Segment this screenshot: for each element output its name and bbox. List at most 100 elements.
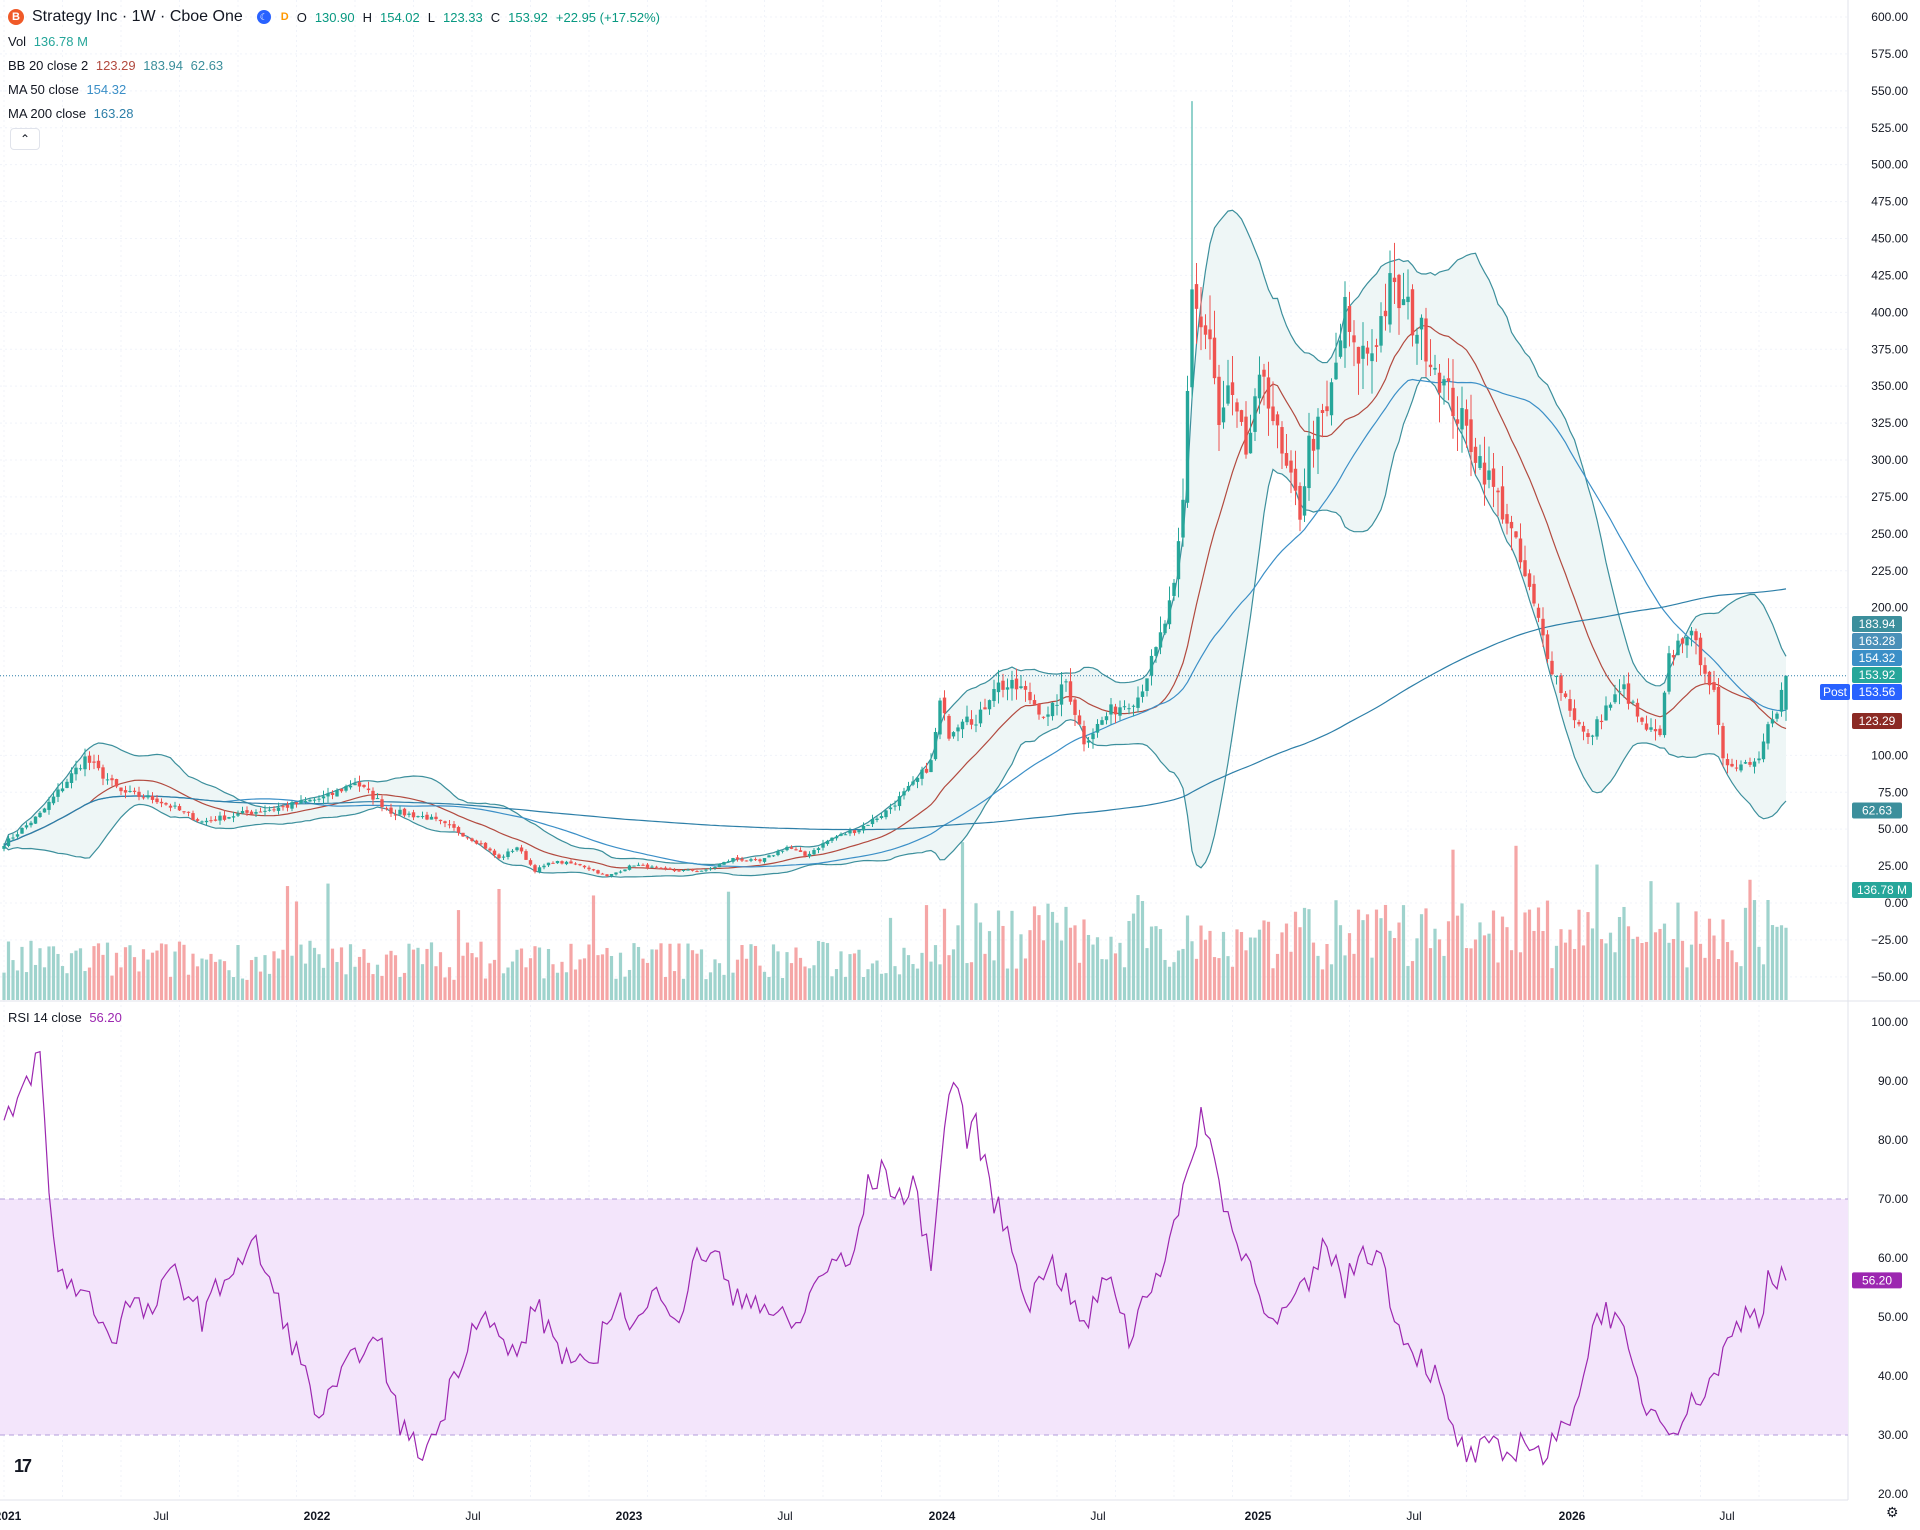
volume-bar xyxy=(1716,959,1721,1000)
volume-bar xyxy=(1104,959,1109,1000)
volume-bar xyxy=(1019,934,1023,1000)
volume-bar xyxy=(852,953,857,1000)
volume-bar xyxy=(870,963,875,1000)
volume-bar xyxy=(83,971,87,1000)
volume-bar xyxy=(708,972,713,1000)
bb-legend[interactable]: BB 20 close 2 123.29 183.94 62.63 xyxy=(8,58,227,73)
candle xyxy=(578,863,582,867)
volume-bar xyxy=(713,959,717,1000)
volume-bar xyxy=(1757,946,1761,1000)
volume-bar xyxy=(947,955,951,1000)
low-value: 123.33 xyxy=(442,9,483,25)
volume-bar xyxy=(690,950,695,1000)
candle xyxy=(366,781,371,794)
volume-bar xyxy=(191,953,195,1000)
rsi-axis[interactable]: 100.00 90.00 80.00 70.00 60.00 50.00 40.00 30.0… xyxy=(1871,1015,1908,1501)
volume-bar xyxy=(1460,903,1464,1000)
candle xyxy=(1748,757,1752,768)
volume-bar xyxy=(753,945,758,1000)
volume-bar xyxy=(461,955,465,1000)
volume-bar xyxy=(474,957,479,1000)
volume-bar xyxy=(843,976,848,1000)
candle xyxy=(555,860,560,864)
volume-bar xyxy=(740,945,744,1000)
volume-bar xyxy=(1455,915,1460,1000)
volume-bar xyxy=(974,903,978,1000)
volume-bar xyxy=(1091,944,1095,1000)
candle xyxy=(695,870,699,873)
ma50-legend[interactable]: MA 50 close 154.32 xyxy=(8,82,130,97)
volume-bar xyxy=(600,954,605,1000)
volume-bar xyxy=(1496,962,1500,1000)
volume-bar xyxy=(1086,934,1091,1000)
volume-bar xyxy=(1649,881,1653,1000)
candle xyxy=(632,865,636,867)
rsi-legend[interactable]: RSI 14 close 56.20 xyxy=(8,1010,126,1025)
volume-bar xyxy=(920,952,924,1000)
volume-bar xyxy=(996,910,1001,1000)
candle xyxy=(339,788,344,793)
price-axis[interactable]: 600.00 575.00 550.00 525.00 500.00 475.00 450.… xyxy=(1871,10,1908,984)
candle xyxy=(1176,527,1181,598)
tradingview-logo-icon[interactable]: 17 xyxy=(14,1456,32,1476)
price-tick-label: 525.00 xyxy=(1871,121,1908,135)
symbol-title[interactable]: Strategy Inc · 1W · Cboe One xyxy=(32,8,243,25)
volume-bar xyxy=(1235,929,1239,1000)
candle xyxy=(312,796,317,805)
candle xyxy=(915,776,920,789)
volume-legend[interactable]: Vol 136.78 M xyxy=(8,34,92,49)
gear-icon[interactable]: ⚙ xyxy=(1886,1504,1899,1520)
volume-bar xyxy=(609,955,614,1000)
volume-bar xyxy=(1347,933,1352,1000)
volume-bar xyxy=(123,947,128,1000)
volume-bar xyxy=(245,979,249,1000)
candle xyxy=(1212,310,1217,385)
candle xyxy=(56,783,60,802)
volume-bar xyxy=(443,977,447,1000)
candle xyxy=(1482,436,1487,506)
volume-bar xyxy=(33,964,38,1000)
time-axis[interactable]: 2021 Jul 2022 Jul 2023 Jul 2024 Jul 2025 Jul 2026 J… xyxy=(0,1509,1735,1523)
volume-bar xyxy=(1784,927,1788,1000)
volume-bar xyxy=(1181,948,1185,1000)
volume-bar xyxy=(578,959,582,1000)
rsi-tick-label: 80.00 xyxy=(1878,1133,1908,1147)
volume-bar xyxy=(110,975,114,1000)
price-value-badge xyxy=(1852,616,1902,632)
volume-bar xyxy=(1397,922,1401,1000)
volume-bar xyxy=(605,947,609,1000)
candle xyxy=(1379,302,1383,353)
candle xyxy=(83,748,87,777)
time-tick-label: Jul xyxy=(465,1509,480,1523)
collapse-legend-button[interactable]: ⌃ xyxy=(10,128,40,150)
candle xyxy=(1577,719,1581,727)
candle xyxy=(272,806,276,813)
candle xyxy=(510,849,515,854)
price-tick-label: 225.00 xyxy=(1871,564,1908,578)
volume-bar xyxy=(879,973,884,1000)
chevron-up-icon: ⌃ xyxy=(19,132,31,146)
rsi-tick-label: 50.00 xyxy=(1878,1310,1908,1324)
time-tick-label: 2022 xyxy=(304,1509,331,1523)
volume-bar xyxy=(551,964,555,1000)
volume-bar xyxy=(15,970,20,1000)
price-value-badge xyxy=(1852,667,1902,683)
volume-bar xyxy=(560,961,564,1000)
candle xyxy=(1154,646,1158,663)
volume-bar xyxy=(1451,849,1455,1000)
volume-bar xyxy=(893,966,897,1000)
candle xyxy=(524,849,528,860)
candle xyxy=(1757,751,1761,764)
post-tag xyxy=(1820,684,1850,700)
candle xyxy=(1100,716,1104,726)
candle xyxy=(600,872,605,875)
price-value-badge-text: 163.28 xyxy=(1859,634,1896,648)
volume-bar xyxy=(587,944,591,1000)
volume-bar xyxy=(1298,927,1302,1000)
volume-bar xyxy=(704,979,708,1000)
candle xyxy=(1730,758,1734,768)
ma200-legend[interactable]: MA 200 close 163.28 xyxy=(8,106,137,121)
candle xyxy=(726,859,731,863)
candle xyxy=(1712,670,1716,693)
